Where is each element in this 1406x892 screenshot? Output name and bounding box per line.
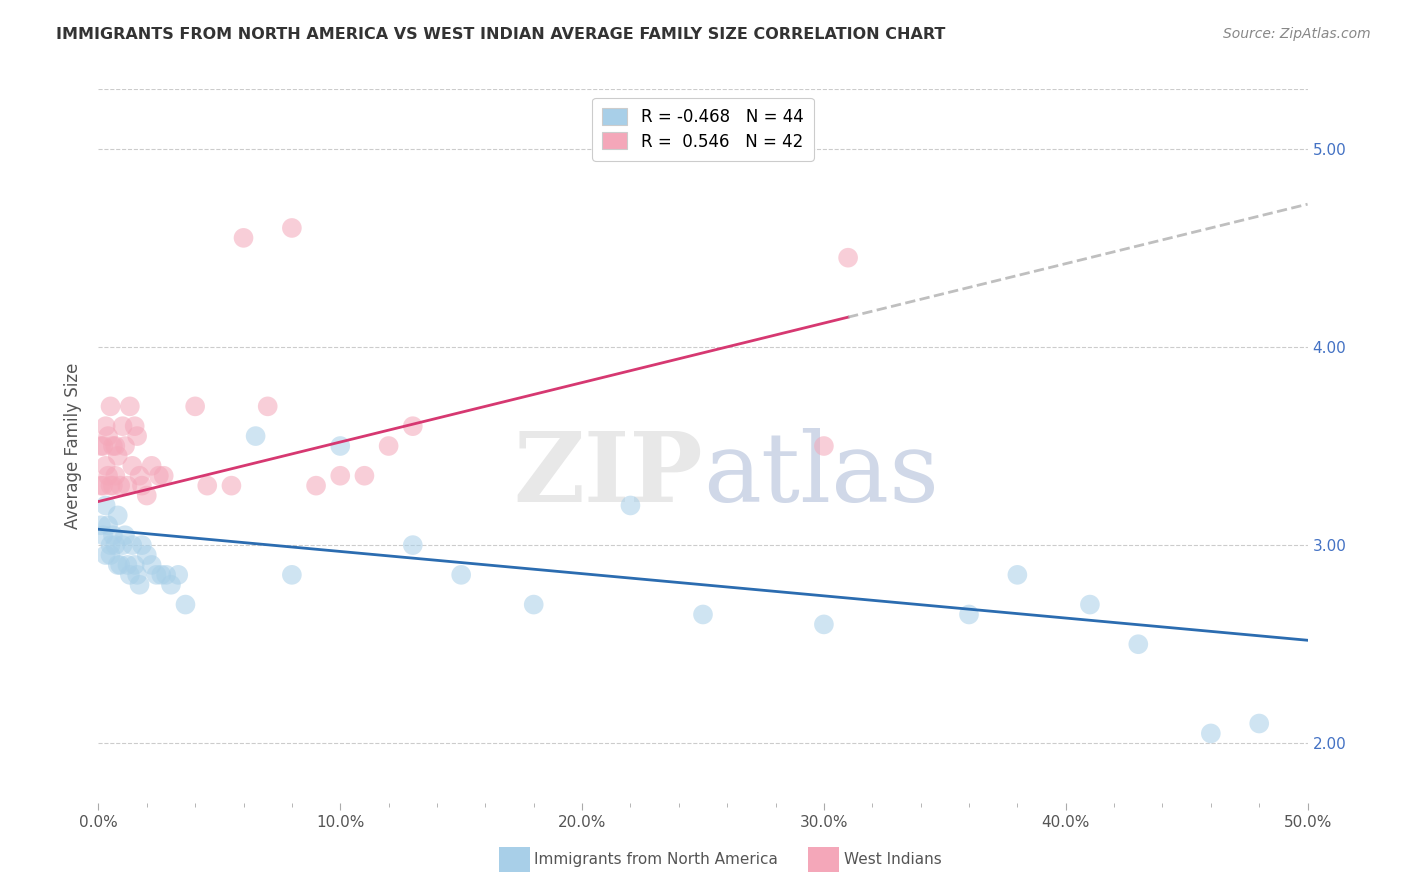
- Point: [1128, 637, 1150, 651]
- Point: [100, 538, 122, 552]
- Point: [150, 567, 173, 582]
- Point: [305, 478, 328, 492]
- Text: ZIP: ZIP: [513, 427, 703, 522]
- Point: [329, 468, 352, 483]
- Point: [813, 617, 835, 632]
- Point: [692, 607, 714, 622]
- Point: [174, 598, 197, 612]
- Point: [152, 468, 174, 483]
- Point: [101, 439, 124, 453]
- Text: Source: ZipAtlas.com: Source: ZipAtlas.com: [1223, 27, 1371, 41]
- Point: [184, 400, 207, 414]
- Point: [104, 468, 127, 483]
- Point: [97, 468, 120, 483]
- Text: atlas: atlas: [703, 427, 939, 522]
- Point: [90, 439, 112, 453]
- Point: [107, 558, 129, 572]
- Point: [94, 419, 117, 434]
- Point: [94, 548, 117, 562]
- Point: [402, 538, 425, 552]
- Point: [1078, 598, 1101, 612]
- Point: [90, 518, 112, 533]
- Point: [107, 449, 129, 463]
- Point: [813, 439, 835, 453]
- Point: [245, 429, 267, 443]
- Point: [837, 251, 859, 265]
- Point: [100, 478, 122, 492]
- Point: [100, 400, 122, 414]
- Point: [101, 478, 124, 492]
- Point: [131, 538, 153, 552]
- Point: [131, 478, 153, 492]
- Point: [329, 439, 352, 453]
- Point: [107, 508, 129, 523]
- Point: [128, 578, 150, 592]
- Point: [111, 419, 134, 434]
- Point: [118, 567, 141, 582]
- Point: [121, 458, 143, 473]
- Point: [104, 439, 127, 453]
- Point: [145, 567, 167, 582]
- Point: [619, 499, 641, 513]
- Point: [91, 528, 114, 542]
- Point: [91, 478, 114, 492]
- Point: [127, 567, 149, 582]
- Point: [402, 419, 425, 434]
- Point: [94, 499, 117, 513]
- Point: [100, 548, 122, 562]
- Point: [117, 558, 139, 572]
- Point: [256, 400, 278, 414]
- Point: [135, 548, 157, 562]
- Point: [127, 429, 149, 443]
- Point: [281, 567, 304, 582]
- Point: [91, 439, 114, 453]
- Point: [155, 567, 177, 582]
- Point: [90, 478, 112, 492]
- Point: [128, 468, 150, 483]
- Point: [94, 458, 117, 473]
- Point: [353, 468, 375, 483]
- Point: [377, 439, 399, 453]
- Point: [111, 538, 134, 552]
- Point: [97, 518, 120, 533]
- Text: IMMIGRANTS FROM NORTH AMERICA VS WEST INDIAN AVERAGE FAMILY SIZE CORRELATION CHA: IMMIGRANTS FROM NORTH AMERICA VS WEST IN…: [56, 27, 946, 42]
- Point: [118, 400, 141, 414]
- Y-axis label: Average Family Size: Average Family Size: [63, 363, 82, 529]
- Point: [232, 231, 254, 245]
- Point: [124, 558, 146, 572]
- Point: [281, 221, 304, 235]
- Point: [1199, 726, 1222, 740]
- Point: [957, 607, 980, 622]
- Point: [97, 429, 120, 443]
- Point: [148, 468, 170, 483]
- Text: Immigrants from North America: Immigrants from North America: [534, 853, 778, 867]
- Point: [121, 538, 143, 552]
- Point: [523, 598, 546, 612]
- Point: [108, 558, 131, 572]
- Point: [108, 478, 131, 492]
- Point: [1007, 567, 1029, 582]
- Point: [141, 458, 163, 473]
- Point: [1249, 716, 1271, 731]
- Point: [160, 578, 183, 592]
- Point: [114, 528, 136, 542]
- Point: [135, 489, 157, 503]
- Point: [104, 538, 127, 552]
- Point: [124, 419, 146, 434]
- Point: [114, 439, 136, 453]
- Point: [195, 478, 218, 492]
- Text: West Indians: West Indians: [844, 853, 942, 867]
- Point: [221, 478, 243, 492]
- Point: [101, 528, 124, 542]
- Point: [117, 478, 139, 492]
- Point: [450, 567, 472, 582]
- Point: [167, 567, 190, 582]
- Legend: R = -0.468   N = 44, R =  0.546   N = 42: R = -0.468 N = 44, R = 0.546 N = 42: [592, 97, 814, 161]
- Point: [141, 558, 163, 572]
